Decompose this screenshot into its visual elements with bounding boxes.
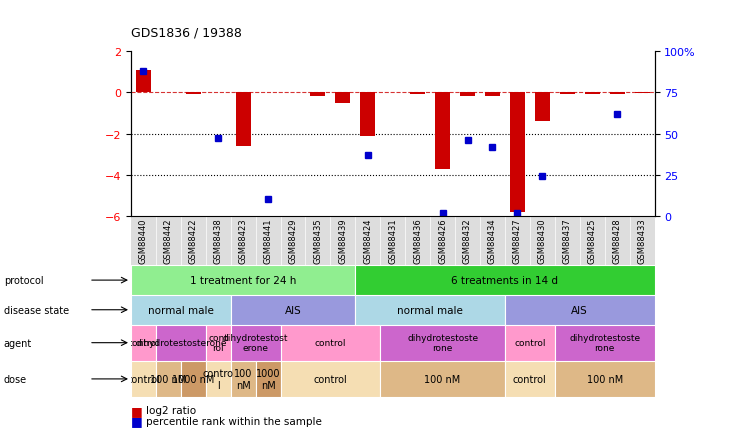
Text: dihydrotestosterone: dihydrotestosterone bbox=[135, 339, 227, 347]
Text: GSM88441: GSM88441 bbox=[263, 218, 272, 264]
Text: GSM88434: GSM88434 bbox=[488, 218, 497, 264]
Text: GSM88440: GSM88440 bbox=[139, 218, 148, 264]
Bar bbox=[355, 295, 505, 325]
Text: percentile rank within the sample: percentile rank within the sample bbox=[146, 416, 322, 426]
Bar bbox=[505, 361, 555, 397]
Text: GSM88442: GSM88442 bbox=[164, 218, 173, 264]
Text: GSM88427: GSM88427 bbox=[513, 218, 522, 264]
Text: log2 ratio: log2 ratio bbox=[146, 405, 196, 415]
Bar bbox=[131, 266, 355, 295]
Bar bbox=[156, 325, 206, 361]
Text: GSM88428: GSM88428 bbox=[613, 218, 622, 264]
Text: control: control bbox=[128, 339, 159, 347]
Text: dose: dose bbox=[4, 374, 27, 384]
Text: GDS1836 / 19388: GDS1836 / 19388 bbox=[131, 26, 242, 39]
Text: GSM88431: GSM88431 bbox=[388, 218, 397, 264]
Text: dihydrotestost
erone: dihydrotestost erone bbox=[223, 333, 288, 352]
Bar bbox=[634, 93, 649, 94]
Text: 100
nM: 100 nM bbox=[234, 368, 252, 390]
Text: GSM88438: GSM88438 bbox=[214, 218, 223, 264]
Text: GSM88433: GSM88433 bbox=[637, 218, 646, 264]
Text: control: control bbox=[514, 339, 545, 347]
Bar bbox=[355, 266, 654, 295]
Text: GSM88424: GSM88424 bbox=[364, 218, 373, 264]
Text: GSM88426: GSM88426 bbox=[438, 218, 447, 264]
Text: control: control bbox=[513, 374, 547, 384]
Bar bbox=[230, 295, 355, 325]
Bar bbox=[555, 361, 654, 397]
Bar bbox=[555, 325, 654, 361]
Text: AIS: AIS bbox=[284, 305, 301, 315]
Text: normal male: normal male bbox=[397, 305, 463, 315]
Text: 1000 nM: 1000 nM bbox=[172, 374, 215, 384]
Bar bbox=[136, 71, 151, 93]
Text: dihydrotestoste
rone: dihydrotestoste rone bbox=[407, 333, 478, 352]
Text: 100 nM: 100 nM bbox=[424, 374, 461, 384]
Bar bbox=[256, 361, 280, 397]
Text: normal male: normal male bbox=[148, 305, 214, 315]
Bar bbox=[181, 361, 206, 397]
Bar bbox=[206, 361, 230, 397]
Text: ■: ■ bbox=[131, 404, 143, 417]
Text: 6 treatments in 14 d: 6 treatments in 14 d bbox=[451, 276, 559, 286]
Bar bbox=[156, 361, 181, 397]
Text: AIS: AIS bbox=[571, 305, 588, 315]
Text: contro
l: contro l bbox=[203, 368, 233, 390]
Bar bbox=[236, 93, 251, 147]
Bar bbox=[186, 93, 200, 95]
Text: GSM88423: GSM88423 bbox=[239, 218, 248, 264]
Text: GSM88429: GSM88429 bbox=[289, 218, 298, 264]
Text: dihydrotestoste
rone: dihydrotestoste rone bbox=[569, 333, 640, 352]
Bar bbox=[280, 325, 380, 361]
Text: GSM88435: GSM88435 bbox=[313, 218, 322, 264]
Text: disease state: disease state bbox=[4, 305, 69, 315]
Bar bbox=[131, 295, 230, 325]
Bar bbox=[230, 361, 256, 397]
Bar bbox=[435, 93, 450, 169]
Bar bbox=[460, 93, 475, 97]
Bar bbox=[361, 93, 375, 136]
Text: 1 treatment for 24 h: 1 treatment for 24 h bbox=[190, 276, 296, 286]
Text: control: control bbox=[126, 374, 160, 384]
Text: GSM88436: GSM88436 bbox=[413, 218, 422, 264]
Text: 1000
nM: 1000 nM bbox=[256, 368, 280, 390]
Text: agent: agent bbox=[4, 338, 32, 348]
Text: 100 nM: 100 nM bbox=[150, 374, 186, 384]
Bar bbox=[560, 93, 574, 95]
Bar bbox=[131, 325, 156, 361]
Bar bbox=[206, 325, 230, 361]
Bar bbox=[310, 93, 325, 97]
Bar bbox=[280, 361, 380, 397]
Text: control: control bbox=[315, 339, 346, 347]
Bar bbox=[505, 325, 555, 361]
Text: 100 nM: 100 nM bbox=[586, 374, 623, 384]
Bar bbox=[335, 93, 350, 103]
Bar bbox=[535, 93, 550, 122]
Text: protocol: protocol bbox=[4, 276, 43, 286]
Bar bbox=[380, 325, 505, 361]
Text: GSM88439: GSM88439 bbox=[338, 218, 347, 264]
Bar bbox=[585, 93, 600, 95]
Text: GSM88437: GSM88437 bbox=[562, 218, 571, 264]
Bar bbox=[131, 361, 156, 397]
Bar bbox=[510, 93, 525, 212]
Text: ■: ■ bbox=[131, 414, 143, 427]
Bar bbox=[230, 325, 280, 361]
Text: cont
rol: cont rol bbox=[208, 333, 228, 352]
Bar bbox=[485, 93, 500, 97]
Bar bbox=[380, 361, 505, 397]
Bar bbox=[610, 93, 625, 95]
Text: control: control bbox=[313, 374, 347, 384]
Bar bbox=[505, 295, 654, 325]
Text: GSM88425: GSM88425 bbox=[588, 218, 597, 264]
Text: GSM88432: GSM88432 bbox=[463, 218, 472, 264]
Bar bbox=[410, 93, 425, 95]
Text: GSM88422: GSM88422 bbox=[188, 218, 197, 264]
Text: GSM88430: GSM88430 bbox=[538, 218, 547, 264]
